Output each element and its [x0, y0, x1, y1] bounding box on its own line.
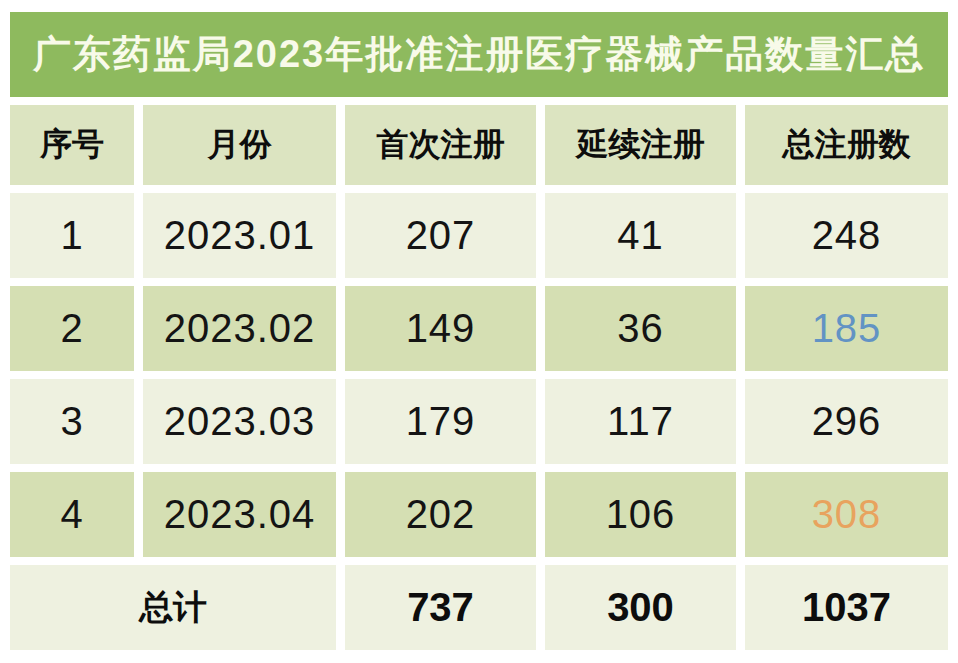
cell-renewal-registration: 117	[545, 379, 736, 464]
table-title-banner: 广东药监局2023年批准注册医疗器械产品数量汇总	[10, 12, 948, 97]
cell-renewal-registration: 36	[545, 286, 736, 371]
cell-month: 2023.02	[143, 286, 336, 371]
cell-first-registration: 179	[345, 379, 536, 464]
footer-total-label: 总计	[10, 565, 336, 650]
column-header-renewal-registration: 延续注册	[545, 105, 736, 185]
footer-renewal-registration-total: 300	[545, 565, 736, 650]
footer-total-registrations-total: 1037	[745, 565, 948, 650]
cell-total-registrations-highlight-blue: 185	[745, 286, 948, 371]
cell-serial: 3	[10, 379, 134, 464]
cell-renewal-registration: 106	[545, 472, 736, 557]
table-title: 广东药监局2023年批准注册医疗器械产品数量汇总	[33, 29, 926, 80]
cell-serial: 4	[10, 472, 134, 557]
cell-total-registrations: 248	[745, 193, 948, 278]
page: 广东药监局2023年批准注册医疗器械产品数量汇总 序号 月份 首次注册 延续注册…	[0, 0, 958, 663]
summary-table: 序号 月份 首次注册 延续注册 总注册数 1 2023.01 207 41 24…	[10, 105, 948, 650]
cell-month: 2023.04	[143, 472, 336, 557]
cell-renewal-registration: 41	[545, 193, 736, 278]
footer-first-registration-total: 737	[345, 565, 536, 650]
cell-serial: 1	[10, 193, 134, 278]
cell-first-registration: 207	[345, 193, 536, 278]
cell-month: 2023.01	[143, 193, 336, 278]
column-header-total-registrations: 总注册数	[745, 105, 948, 185]
cell-serial: 2	[10, 286, 134, 371]
cell-first-registration: 202	[345, 472, 536, 557]
cell-total-registrations-highlight-orange: 308	[745, 472, 948, 557]
cell-total-registrations: 296	[745, 379, 948, 464]
cell-month: 2023.03	[143, 379, 336, 464]
column-header-serial: 序号	[10, 105, 134, 185]
summary-table-container: 广东药监局2023年批准注册医疗器械产品数量汇总 序号 月份 首次注册 延续注册…	[10, 12, 948, 650]
column-header-month: 月份	[143, 105, 336, 185]
column-header-first-registration: 首次注册	[345, 105, 536, 185]
cell-first-registration: 149	[345, 286, 536, 371]
